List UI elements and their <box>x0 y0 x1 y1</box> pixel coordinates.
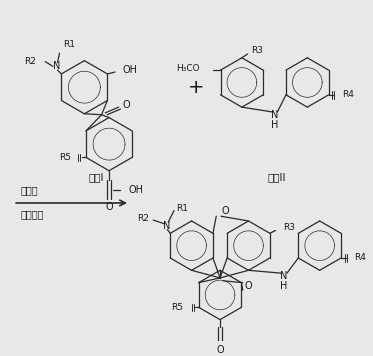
Text: O: O <box>216 345 224 355</box>
Text: R1: R1 <box>63 40 75 49</box>
Text: R1: R1 <box>176 204 188 213</box>
Text: 结构I: 结构I <box>89 172 104 182</box>
Text: OH: OH <box>128 185 143 195</box>
Text: N: N <box>271 110 278 120</box>
Text: R4: R4 <box>342 90 354 99</box>
Text: R4: R4 <box>354 253 366 262</box>
Text: N: N <box>163 221 170 231</box>
Text: N: N <box>53 61 60 71</box>
Text: +: + <box>188 78 204 97</box>
Text: 甲苯，碱: 甲苯，碱 <box>21 209 44 219</box>
Text: R2: R2 <box>24 57 36 66</box>
Text: O: O <box>222 206 229 216</box>
Text: N: N <box>280 271 288 281</box>
Text: O: O <box>245 282 252 292</box>
Text: H: H <box>271 120 278 130</box>
Text: H₃CO: H₃CO <box>176 64 200 73</box>
Text: R3: R3 <box>283 223 295 232</box>
Text: R3: R3 <box>251 46 263 55</box>
Text: O: O <box>105 202 113 212</box>
Text: R2: R2 <box>138 214 149 222</box>
Text: OH: OH <box>123 65 138 75</box>
Text: 结构II: 结构II <box>268 172 286 182</box>
Text: H: H <box>280 282 288 292</box>
Text: R5: R5 <box>59 153 71 162</box>
Text: 催化剂: 催化剂 <box>21 185 38 195</box>
Text: R5: R5 <box>172 303 184 312</box>
Text: O: O <box>122 100 130 110</box>
